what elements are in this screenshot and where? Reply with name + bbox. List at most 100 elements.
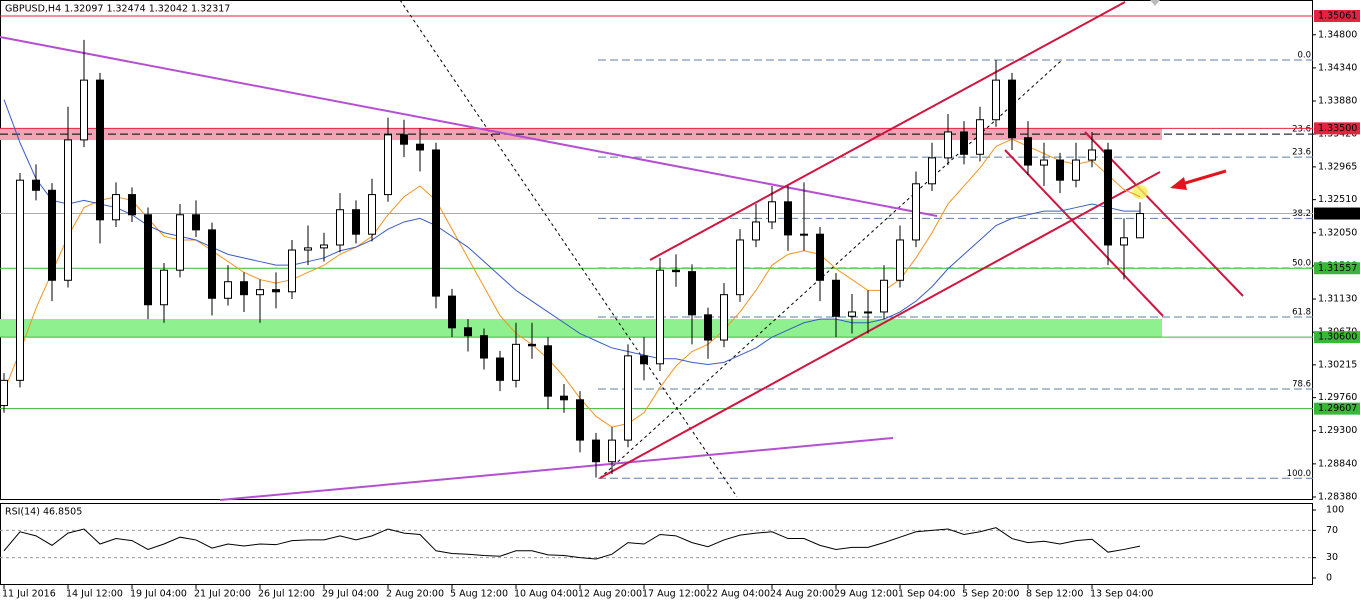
candle-body <box>592 439 600 463</box>
candle-body <box>176 214 184 271</box>
candle-body <box>288 249 296 293</box>
candle-body <box>752 221 760 241</box>
y-tick-label: 1.28380 <box>1318 491 1357 502</box>
candle-body <box>960 131 968 155</box>
candle-body <box>1104 149 1112 246</box>
candle-body <box>992 79 1000 121</box>
level-label: 1.29607 <box>1318 403 1357 414</box>
candle-body <box>128 194 136 216</box>
candle-body <box>416 143 424 151</box>
y-tick-label: 1.30215 <box>1318 359 1357 370</box>
moving-average <box>3 138 1141 428</box>
candle-body <box>480 335 488 359</box>
candle-body <box>800 233 808 236</box>
y-tick-label: 100 <box>1326 505 1344 516</box>
x-tick-label: 10 Aug 04:00 <box>514 589 578 600</box>
fib-label: 100.0 <box>1287 469 1311 479</box>
y-tick-label: 1.28840 <box>1318 458 1357 469</box>
candle-body <box>544 345 552 397</box>
candle-body <box>320 244 328 249</box>
candle-body <box>768 201 776 223</box>
fib-label: 23.6 <box>1292 125 1311 135</box>
candle-body <box>432 149 440 297</box>
candle-body <box>640 355 648 365</box>
candle-body <box>848 311 856 317</box>
candle-body <box>448 295 456 329</box>
candle-body <box>608 439 616 463</box>
x-tick-label: 14 Jul 12:00 <box>66 589 123 600</box>
x-tick-label: 13 Sep 04:00 <box>1090 589 1153 600</box>
x-tick-label: 22 Aug 04:00 <box>706 589 770 600</box>
level-box <box>1314 262 1360 275</box>
candle-body <box>976 119 984 155</box>
chart-title: GBPUSD,H4 1.32097 1.32474 1.32042 1.3231… <box>5 4 230 15</box>
candle-body <box>512 343 520 381</box>
x-tick-label: 17 Aug 12:00 <box>642 589 706 600</box>
arrow-head <box>1170 177 1187 190</box>
candle-body <box>528 343 536 347</box>
candle-body <box>32 179 40 191</box>
candle-body <box>256 289 264 296</box>
x-tick-label: 29 Jul 04:00 <box>322 589 379 600</box>
candle-body <box>208 229 216 299</box>
candle-body <box>1088 149 1096 161</box>
x-tick-label: 24 Aug 20:00 <box>770 589 834 600</box>
candle-body <box>864 311 872 314</box>
fib-label: 61.8 <box>1292 307 1311 317</box>
data-layer: 1.348001.343401.338801.334201.329651.325… <box>0 9 1360 600</box>
candle-body <box>464 327 472 337</box>
candle-body <box>560 395 568 401</box>
candle-body <box>144 214 152 306</box>
candle-body <box>816 233 824 281</box>
candle-body <box>928 157 936 185</box>
y-tick-label: 70 <box>1326 525 1338 536</box>
level-box <box>1314 402 1360 415</box>
fib-label: 0.0 <box>1297 50 1311 60</box>
dotted-trendline <box>399 0 738 498</box>
candle-body <box>384 134 392 196</box>
level-label: 1.35061 <box>1318 10 1357 21</box>
x-tick-label: 11 Jul 2016 <box>2 589 56 600</box>
y-tick-label: 1.34340 <box>1318 62 1357 73</box>
level-label: 1.31557 <box>1318 263 1357 274</box>
x-tick-label: 19 Jul 04:00 <box>130 589 187 600</box>
candle-body <box>368 194 376 235</box>
shift-marker <box>1150 0 1160 6</box>
rsi-line <box>3 527 1141 560</box>
x-tick-label: 12 Aug 20:00 <box>578 589 642 600</box>
candle-body <box>672 269 680 273</box>
x-tick-label: 29 Aug 12:00 <box>834 589 898 600</box>
level-label: 1.33500 <box>1318 123 1357 134</box>
purple-trendline <box>0 36 938 217</box>
candle-body <box>944 131 952 159</box>
candle-body <box>160 269 168 306</box>
candle-body <box>192 214 200 231</box>
candle-body <box>80 79 88 141</box>
y-tick-label: 0 <box>1326 572 1332 583</box>
candle-body <box>352 209 360 235</box>
fib-label: 78.6 <box>1292 379 1311 389</box>
candle-body <box>496 357 504 381</box>
x-tick-label: 1 Sep 04:00 <box>898 589 955 600</box>
candle-body <box>0 379 8 407</box>
zone <box>0 319 1162 337</box>
x-tick-label: 8 Sep 12:00 <box>1026 589 1083 600</box>
candle-body <box>400 134 408 145</box>
candle-body <box>1056 159 1064 181</box>
y-tick-label: 1.32510 <box>1318 194 1357 205</box>
level-box <box>1314 331 1360 344</box>
candle-body <box>304 247 312 251</box>
y-tick-label: 1.32050 <box>1318 227 1357 238</box>
candle-body <box>736 239 744 296</box>
highlight <box>1132 185 1148 199</box>
x-tick-label: 5 Aug 12:00 <box>450 589 508 600</box>
level-box <box>1314 122 1360 135</box>
candle-body <box>64 139 72 281</box>
candle-body <box>576 399 584 441</box>
candle-body <box>832 279 840 317</box>
dotted-trendline <box>599 59 1063 479</box>
y-tick-label: 30 <box>1326 552 1338 563</box>
candle-body <box>1072 159 1080 181</box>
x-tick-label: 5 Sep 20:00 <box>962 589 1019 600</box>
